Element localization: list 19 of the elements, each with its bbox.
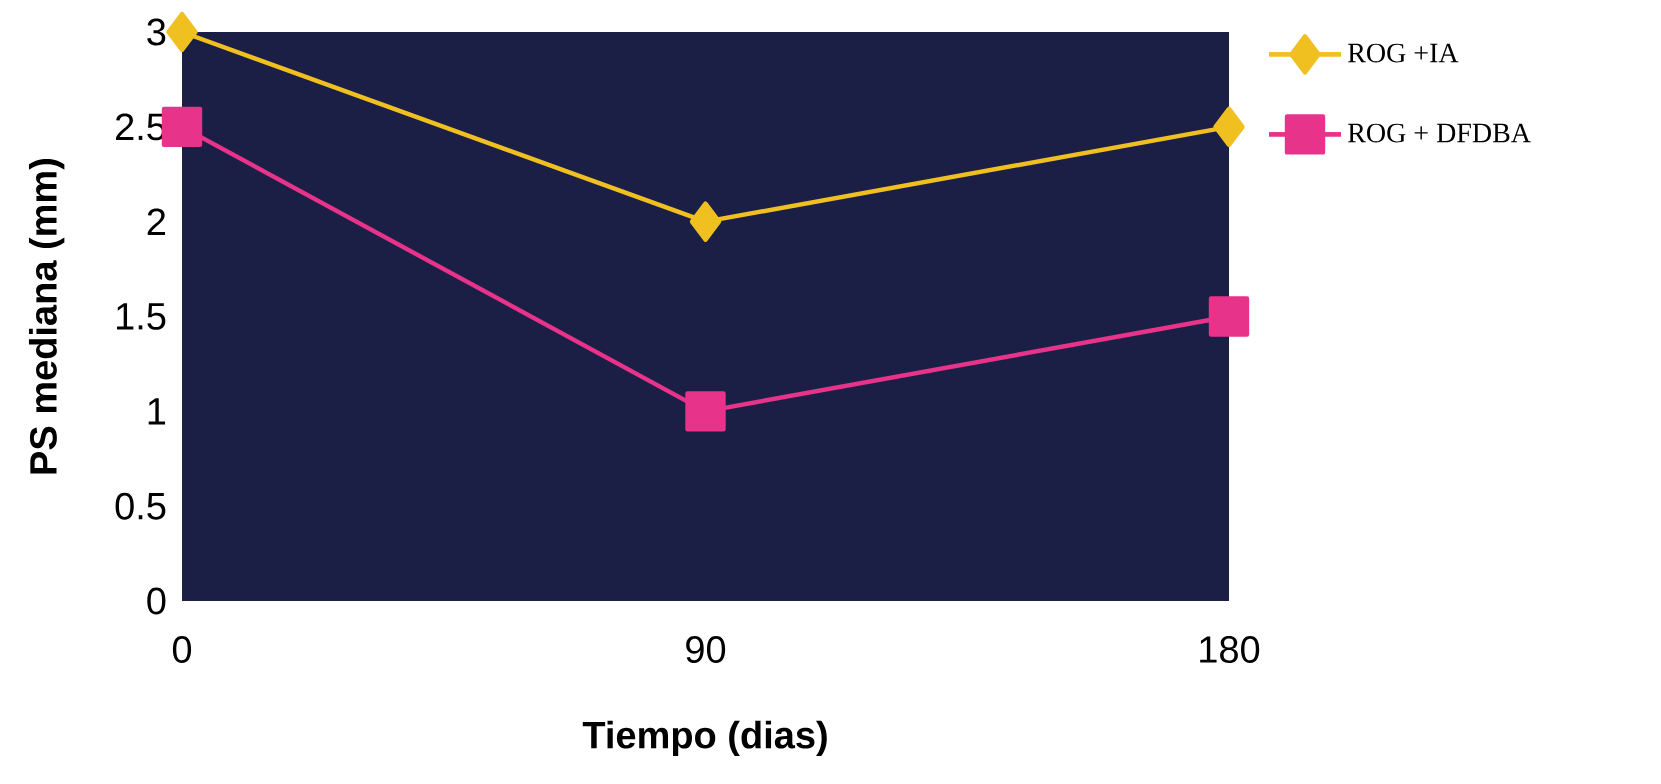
x-axis-title: Tiempo (dias) <box>582 720 827 757</box>
point <box>689 201 722 242</box>
y-tick-label: 0.5 <box>115 492 166 520</box>
y-tick-label: 2 <box>147 208 166 235</box>
point <box>166 11 198 53</box>
y-axis-title: PS mediana (mm) <box>28 159 65 474</box>
x-tick-label: 90 <box>686 636 726 663</box>
y-tick-label: 1 <box>148 398 166 425</box>
x-tick-label: 180 <box>1200 636 1260 663</box>
legend-label: ROG + DFDBA <box>1348 123 1531 143</box>
point <box>685 391 726 432</box>
x-tick-label: 0 <box>172 636 192 663</box>
y-tick-label: 1.5 <box>117 303 166 330</box>
y-tick-label: 0 <box>147 587 166 615</box>
point <box>1213 106 1245 148</box>
point <box>1208 296 1250 337</box>
y-tick-label: 3 <box>147 18 166 46</box>
point <box>161 106 203 148</box>
legend-label: ROG +IA <box>1348 43 1459 63</box>
